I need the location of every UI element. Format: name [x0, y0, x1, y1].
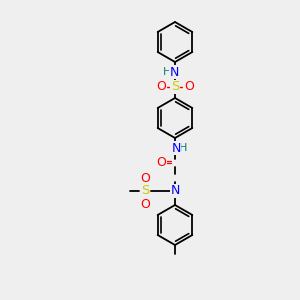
Text: S: S	[171, 80, 179, 94]
Text: O: O	[156, 157, 166, 169]
Text: N: N	[169, 65, 179, 79]
Text: O: O	[156, 80, 166, 94]
Text: H: H	[163, 67, 171, 77]
Text: N: N	[170, 184, 180, 197]
Text: O: O	[140, 172, 150, 184]
Text: O: O	[184, 80, 194, 94]
Text: S: S	[141, 184, 149, 197]
Text: N: N	[171, 142, 181, 154]
Text: O: O	[140, 197, 150, 211]
Text: H: H	[179, 143, 187, 153]
